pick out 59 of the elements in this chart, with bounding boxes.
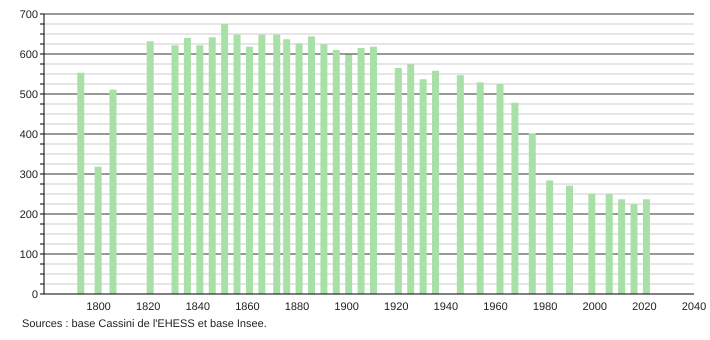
x-tick-label: 1960 — [483, 300, 508, 313]
bar — [630, 204, 638, 294]
bar — [94, 166, 102, 294]
bar — [221, 24, 228, 294]
bar — [320, 44, 328, 294]
y-tick-label: 100 — [20, 248, 38, 261]
x-tick-label: 1900 — [334, 300, 359, 313]
bar — [566, 186, 573, 294]
x-tick-label: 1940 — [434, 300, 458, 313]
y-tick-label: 300 — [20, 168, 38, 181]
y-tick-label: 500 — [20, 88, 38, 101]
bar — [588, 194, 596, 294]
bar — [358, 48, 365, 294]
bar — [420, 79, 427, 294]
bar — [476, 82, 484, 294]
bar — [308, 36, 315, 294]
bar — [511, 102, 518, 294]
x-tick-label: 1980 — [532, 300, 558, 313]
bar — [146, 41, 154, 294]
bar — [246, 46, 253, 294]
bar — [496, 84, 504, 294]
bar — [110, 90, 117, 294]
bar — [184, 38, 191, 294]
bar — [172, 45, 179, 294]
bar — [432, 70, 440, 294]
bar — [618, 199, 626, 294]
x-tick-label: 1920 — [384, 300, 409, 313]
bar — [283, 39, 290, 294]
x-tick-label: 1800 — [86, 300, 111, 313]
x-tick-label: 1840 — [186, 300, 210, 313]
bar — [407, 64, 414, 294]
bar — [546, 180, 554, 294]
x-tick-label: 2020 — [632, 300, 657, 313]
bar — [208, 37, 216, 294]
y-tick-label: 0 — [32, 288, 38, 301]
bar — [528, 133, 536, 294]
y-tick-label: 700 — [20, 8, 38, 21]
x-tick-label: 1820 — [136, 300, 160, 313]
bar — [273, 34, 280, 294]
bar — [606, 194, 613, 294]
bar — [234, 34, 241, 294]
bar — [456, 75, 464, 294]
bar — [196, 45, 204, 294]
x-tick-label: 1860 — [235, 300, 260, 313]
y-tick-label: 400 — [20, 128, 38, 141]
bar — [296, 43, 303, 294]
bar — [332, 50, 340, 294]
x-tick-label: 1880 — [284, 300, 310, 313]
bar — [258, 34, 266, 294]
bar — [370, 46, 377, 294]
x-tick-label: 2000 — [582, 300, 608, 313]
bar — [345, 54, 352, 294]
y-tick-label: 200 — [20, 208, 38, 221]
y-tick-label: 600 — [20, 48, 38, 61]
bar — [642, 199, 650, 294]
x-tick-label: 2040 — [682, 300, 706, 313]
source-note: Sources : base Cassini de l'EHESS et base Insee. — [22, 318, 268, 330]
bar — [77, 72, 84, 294]
bar — [394, 68, 402, 294]
